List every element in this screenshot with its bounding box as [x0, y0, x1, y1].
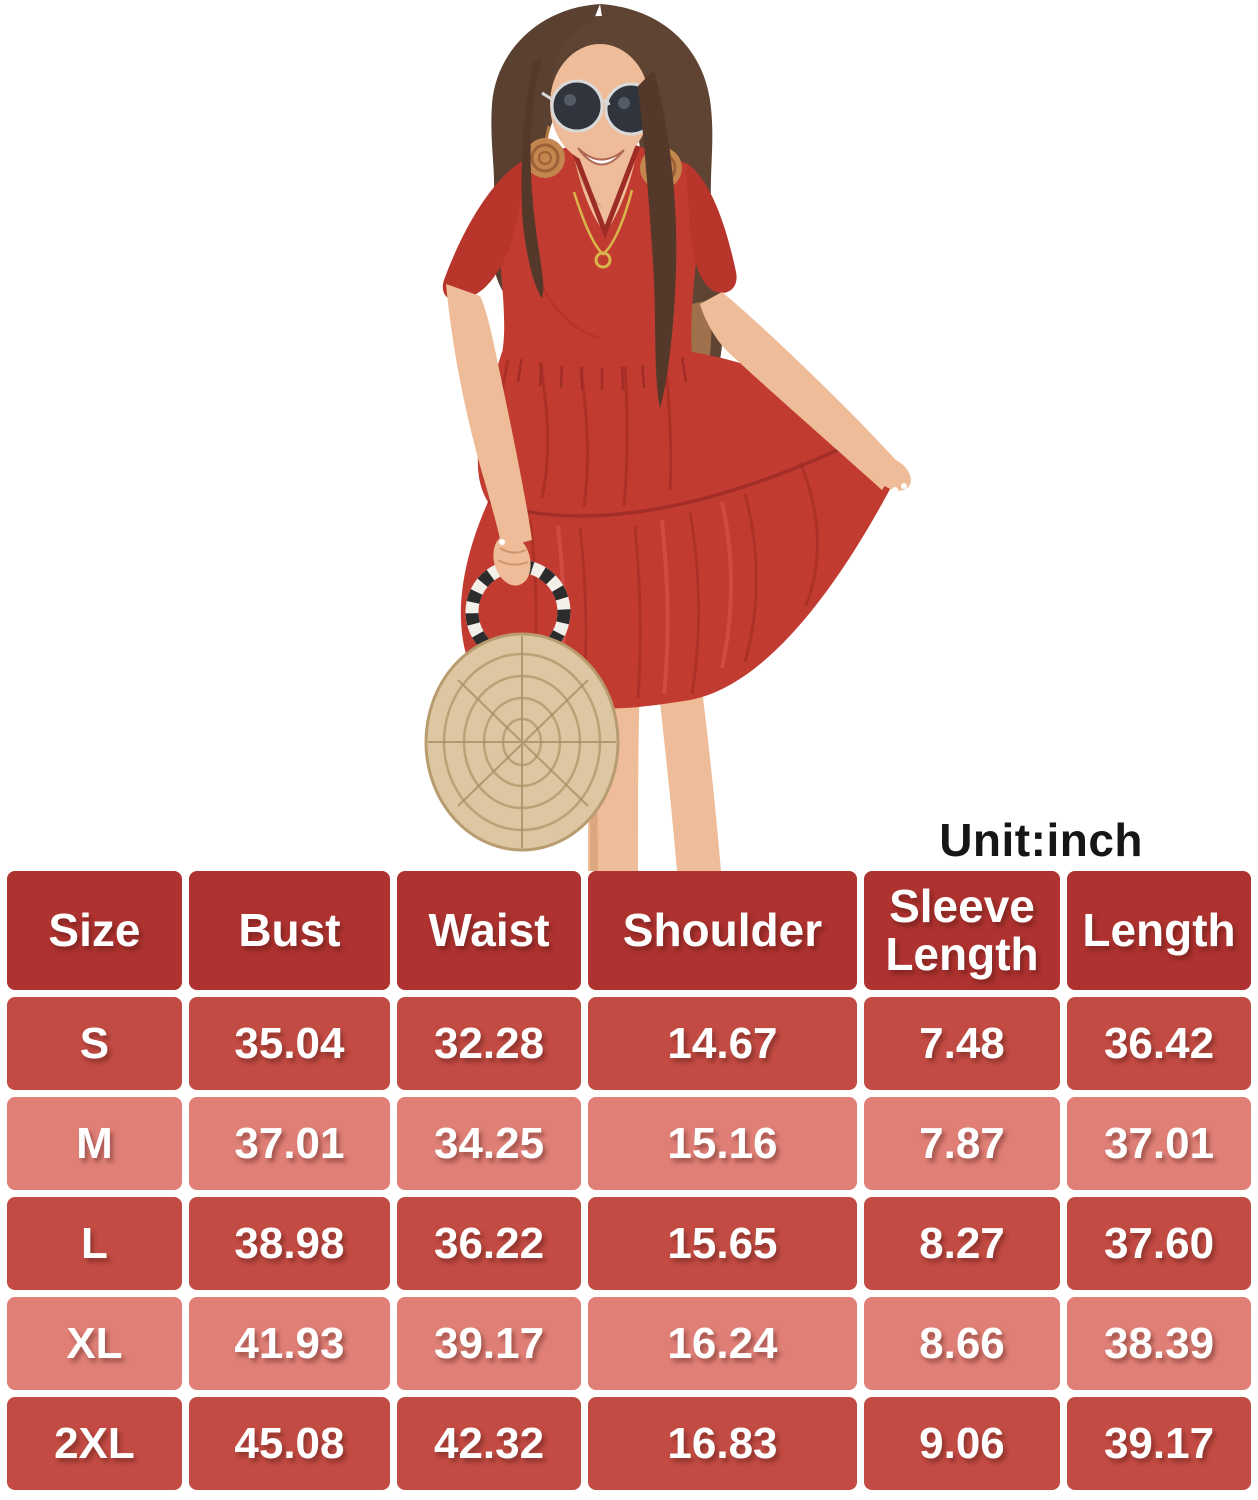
- cell-s-sleeve: 7.48: [863, 997, 1061, 1090]
- cell-xl-bust: 41.93: [188, 1297, 391, 1390]
- col-header-bust: Bust: [188, 871, 391, 990]
- cell-l-shoulder: 15.65: [588, 1197, 857, 1290]
- cell-m-sleeve: 7.87: [863, 1097, 1061, 1190]
- cell-2xl-waist: 42.32: [397, 1397, 582, 1490]
- dress-skirt: [460, 352, 900, 709]
- model-photo: [424, 4, 911, 871]
- dress-sleeves: [442, 158, 737, 301]
- cell-2xl-bust: 45.08: [188, 1397, 391, 1490]
- cell-2xl-length: 39.17: [1067, 1397, 1251, 1490]
- cell-s-waist: 32.28: [397, 997, 582, 1090]
- col-header-shoulder: Shoulder: [588, 871, 857, 990]
- cell-m-size: M: [7, 1097, 182, 1190]
- right-arm: [700, 292, 911, 493]
- cell-m-bust: 37.01: [188, 1097, 391, 1190]
- product-photo-section: Unit:inch: [424, 4, 1143, 871]
- cell-l-sleeve: 8.27: [863, 1197, 1061, 1290]
- cell-xl-length: 38.39: [1067, 1297, 1251, 1390]
- size-chart-table: Size Bust Waist Shoulder Sleeve Length L…: [0, 871, 1258, 1490]
- col-header-length: Length: [1067, 871, 1251, 990]
- col-header-waist: Waist: [397, 871, 582, 990]
- cell-m-waist: 34.25: [397, 1097, 582, 1190]
- cell-2xl-sleeve: 9.06: [863, 1397, 1061, 1490]
- col-header-size: Size: [7, 871, 182, 990]
- cell-l-waist: 36.22: [397, 1197, 582, 1290]
- cell-s-bust: 35.04: [188, 997, 391, 1090]
- left-arm: [446, 284, 532, 586]
- cell-s-shoulder: 14.67: [588, 997, 857, 1090]
- cell-xl-waist: 39.17: [397, 1297, 582, 1390]
- col-header-sleeve-length: Sleeve Length: [863, 871, 1061, 990]
- cell-2xl-size: 2XL: [7, 1397, 182, 1490]
- cell-xl-size: XL: [7, 1297, 182, 1390]
- cell-xl-shoulder: 16.24: [588, 1297, 857, 1390]
- cell-xl-sleeve: 8.66: [863, 1297, 1061, 1390]
- cell-s-size: S: [7, 997, 182, 1090]
- necklace: [572, 189, 634, 269]
- cell-m-shoulder: 15.16: [588, 1097, 857, 1190]
- cell-l-size: L: [7, 1197, 182, 1290]
- cell-s-length: 36.42: [1067, 997, 1251, 1090]
- cell-2xl-shoulder: 16.83: [588, 1397, 857, 1490]
- unit-label: Unit:inch: [939, 814, 1143, 866]
- neck-skin: [564, 138, 642, 246]
- cell-l-bust: 38.98: [188, 1197, 391, 1290]
- hair-front: [521, 58, 677, 408]
- cell-l-length: 37.60: [1067, 1197, 1251, 1290]
- cell-m-length: 37.01: [1067, 1097, 1251, 1190]
